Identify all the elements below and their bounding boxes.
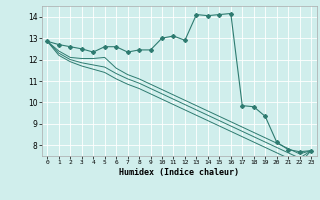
X-axis label: Humidex (Indice chaleur): Humidex (Indice chaleur) (119, 168, 239, 177)
